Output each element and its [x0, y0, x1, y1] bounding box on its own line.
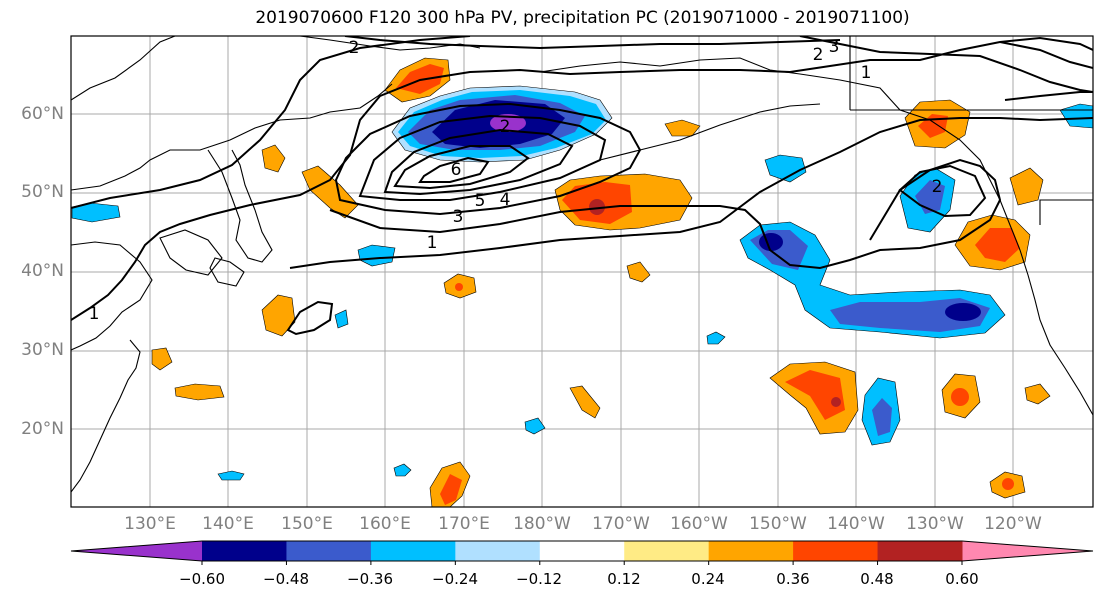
pv-contour-2 — [334, 102, 642, 216]
colorbar-tick-label: 0.60 — [945, 570, 979, 588]
pv-contour-5 — [393, 145, 530, 190]
contour-label-1: 1 — [89, 304, 100, 324]
colorbar-tick-label: −0.36 — [347, 570, 393, 588]
precip-shading — [71, 57, 1093, 507]
colorbar-tick-label: 0.48 — [860, 570, 894, 588]
pv-contour-3 — [358, 114, 607, 201]
lon-label-170w: 170°W — [592, 514, 650, 534]
colorbar-segment — [539, 541, 625, 561]
contour-label-5: 5 — [475, 191, 486, 211]
lon-label-170e: 170°E — [438, 514, 490, 534]
map-content — [71, 36, 1093, 507]
lat-label-50n: 50°N — [21, 182, 64, 202]
colorbar-tick-label: −0.60 — [179, 570, 225, 588]
contour-label-2-c: 2 — [500, 117, 511, 137]
colorbar-segment — [708, 541, 794, 561]
colorbar-segment — [624, 541, 710, 561]
lat-label-60n: 60°N — [21, 104, 64, 124]
lon-label-130e: 130°E — [124, 514, 176, 534]
colorbar-tick-label: 0.36 — [776, 570, 810, 588]
contour-label-1-c: 1 — [861, 63, 872, 83]
colorbar-segment — [877, 541, 963, 561]
colorbar-extend-low — [71, 541, 202, 561]
pv-contour-1 — [71, 36, 471, 209]
contour-label-2-b: 2 — [813, 45, 824, 65]
contour-label-2-d: 2 — [932, 177, 943, 197]
gridlines — [71, 36, 1093, 507]
lon-label-180w: 180°W — [513, 514, 571, 534]
lon-label-160w: 160°W — [670, 514, 728, 534]
contour-label-1-b: 1 — [427, 233, 438, 253]
colorbar-segment — [455, 541, 541, 561]
contour-label-3: 3 — [453, 207, 464, 227]
contour-label-2: 2 — [349, 38, 360, 58]
lon-label-140w: 140°W — [827, 514, 885, 534]
colorbar-segment — [370, 541, 456, 561]
colorbar-tick-label: −0.12 — [516, 570, 562, 588]
pv-contour-4 — [383, 128, 574, 196]
lat-label-30n: 30°N — [21, 340, 64, 360]
map-title: 2019070600 F120 300 hPa PV, precipitatio… — [255, 8, 910, 28]
lon-label-150w: 150°W — [749, 514, 807, 534]
lon-label-130w: 130°W — [906, 514, 964, 534]
pv-contour-6 — [418, 156, 490, 183]
lon-label-120w: 120°W — [984, 514, 1042, 534]
lon-label-160e: 160°E — [359, 514, 411, 534]
colorbar-tick-label: 0.24 — [691, 570, 725, 588]
contour-label-3-b: 3 — [829, 37, 840, 57]
contour-label-4: 4 — [500, 190, 511, 210]
map-frame — [70, 35, 1094, 508]
contour-labels: 1 1 2 2 3 3 4 5 6 2 1 2 — [89, 37, 943, 324]
lat-label-20n: 20°N — [21, 419, 64, 439]
colorbar-segment — [286, 541, 372, 561]
colorbar-segment — [202, 541, 287, 561]
lon-label-150e: 150°E — [281, 514, 333, 534]
lat-label-40n: 40°N — [21, 261, 64, 281]
coastlines — [71, 36, 1093, 493]
colorbar-tick-label: −0.24 — [432, 570, 478, 588]
lon-label-140e: 140°E — [202, 514, 254, 534]
pv-contours — [71, 36, 1093, 336]
colorbar-tick-label: 0.12 — [607, 570, 641, 588]
contour-label-6: 6 — [451, 160, 462, 180]
colorbar — [70, 540, 1094, 565]
colorbar-tick-label: −0.48 — [263, 570, 309, 588]
colorbar-extend-high — [962, 541, 1093, 561]
colorbar-segment — [793, 541, 879, 561]
